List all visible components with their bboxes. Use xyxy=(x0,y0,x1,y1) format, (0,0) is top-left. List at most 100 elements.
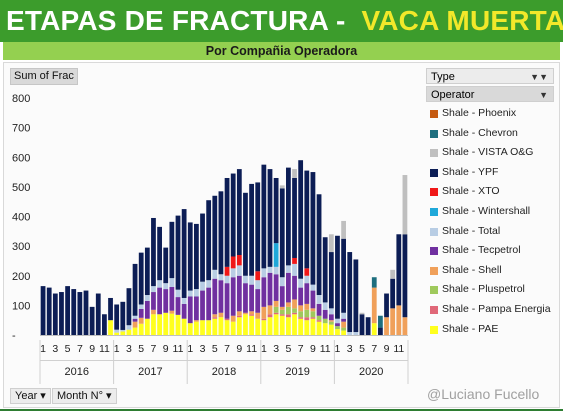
legend-label: Shale - Pampa Energia xyxy=(442,302,551,315)
bar-segment xyxy=(304,170,310,269)
legend-item[interactable]: Shale - XTO xyxy=(426,182,554,202)
bar-segment xyxy=(138,317,144,324)
bar-segment xyxy=(273,312,279,315)
bar-segment xyxy=(273,306,279,313)
bar-segment xyxy=(255,289,261,313)
month-filter-button[interactable]: Month N° ▾ xyxy=(52,388,117,404)
bar-segment xyxy=(114,304,120,330)
bar-segment xyxy=(230,277,236,316)
bar-segment xyxy=(120,301,126,330)
legend-label: Shale - XTO xyxy=(442,185,500,198)
bar-segment xyxy=(328,320,334,322)
legend-item[interactable]: Shale - PAE xyxy=(426,320,554,340)
x-tick-label: 11 xyxy=(320,343,331,355)
bar-segment xyxy=(341,312,346,319)
bar-segment xyxy=(224,320,230,335)
bar-segment xyxy=(218,274,224,281)
values-field-button[interactable]: Sum of Frac xyxy=(10,68,78,85)
bar-segment xyxy=(335,235,340,319)
bar-segment xyxy=(181,297,187,304)
bar-segment xyxy=(341,220,346,239)
bar-segment xyxy=(273,266,279,275)
legend-item[interactable]: Shale - Chevron xyxy=(426,124,554,144)
bar-segment xyxy=(292,275,297,300)
bar-segment xyxy=(267,266,273,273)
x-tick-label: 3 xyxy=(347,343,353,355)
bar-segment xyxy=(249,311,254,315)
legend-label: Shale - Total xyxy=(442,224,501,237)
bar-segment xyxy=(151,217,156,287)
bar-segment xyxy=(286,167,291,266)
bar-segment xyxy=(120,329,126,332)
bar-segment xyxy=(89,306,95,335)
bar-segment xyxy=(371,277,377,288)
bar-segment xyxy=(108,320,113,335)
bar-segment xyxy=(230,256,236,269)
bar-segment xyxy=(52,293,58,335)
bar-segment xyxy=(144,295,150,301)
bar-segment xyxy=(298,311,304,318)
bar-segment xyxy=(279,185,285,189)
bar-segment xyxy=(328,308,334,315)
bar-segment xyxy=(402,317,408,335)
bar-segment xyxy=(236,315,242,318)
bar-segment xyxy=(194,320,199,322)
year-label: 2017 xyxy=(138,366,162,378)
bar-segment xyxy=(40,286,46,335)
legend-item[interactable]: Shale - YPF xyxy=(426,163,554,183)
legend-item[interactable]: Shale - VISTA O&G xyxy=(426,143,554,163)
year-filter-button[interactable]: Year ▾ xyxy=(10,388,51,404)
bar-segment xyxy=(359,312,365,315)
legend-operator-filter[interactable]: Operator ▼ xyxy=(426,86,554,102)
bar-segment xyxy=(138,304,144,309)
bar-segment xyxy=(255,182,261,272)
x-tick-label: 5 xyxy=(359,343,365,355)
chevron-down-icon[interactable]: ▼ xyxy=(539,90,548,100)
bar-segment xyxy=(230,321,236,335)
bar-segment xyxy=(322,302,328,310)
legend-item[interactable]: Shale - Phoenix xyxy=(426,104,554,124)
legend-item[interactable]: Shale - Tecpetrol xyxy=(426,241,554,261)
bar-segment xyxy=(114,332,120,335)
bar-segment xyxy=(230,315,236,322)
legend-swatch xyxy=(430,325,438,334)
bar-segment xyxy=(328,324,334,335)
filter-dropdown-icon[interactable]: ▼▼ xyxy=(530,72,548,82)
bar-segment xyxy=(298,305,304,312)
bar-segment xyxy=(243,283,248,313)
legend-item[interactable]: Shale - Shell xyxy=(426,261,554,281)
bar-segment xyxy=(187,290,193,297)
bar-segment xyxy=(267,272,273,306)
x-tick-label: 7 xyxy=(224,343,230,355)
bar-segment xyxy=(304,309,310,318)
legend-swatch xyxy=(430,305,438,314)
bar-segment xyxy=(341,327,346,331)
bar-segment xyxy=(390,308,396,335)
bar-segment xyxy=(71,289,77,335)
bar-segment xyxy=(218,191,224,275)
legend-item[interactable]: Shale - Total xyxy=(426,222,554,242)
legend-item[interactable]: Shale - Wintershall xyxy=(426,202,554,222)
bar-segment xyxy=(144,300,150,319)
bar-segment xyxy=(169,278,175,288)
chevron-down-icon: ▾ xyxy=(40,390,46,402)
bar-segment xyxy=(243,314,248,335)
bar-segment xyxy=(212,314,218,318)
bar-segment xyxy=(138,252,144,305)
x-tick-label: 11 xyxy=(393,343,404,355)
bar-segment xyxy=(328,321,334,325)
legend-type-filter[interactable]: Type ▼▼ xyxy=(426,68,554,84)
bar-segment xyxy=(359,314,365,335)
legend-item[interactable]: Shale - Pluspetrol xyxy=(426,280,554,300)
subtitle-bar: Por Compañia Operadora xyxy=(3,42,560,60)
bar-segment xyxy=(236,311,242,316)
bar-segment xyxy=(200,213,205,282)
legend-swatch xyxy=(430,110,438,118)
x-tick-label: 3 xyxy=(52,343,58,355)
legend-item[interactable]: Shale - Pampa Energia xyxy=(426,300,554,320)
year-label: 2016 xyxy=(65,366,89,378)
bar-segment xyxy=(224,275,230,284)
bar-segment xyxy=(316,295,322,304)
bar-segment xyxy=(335,329,340,335)
